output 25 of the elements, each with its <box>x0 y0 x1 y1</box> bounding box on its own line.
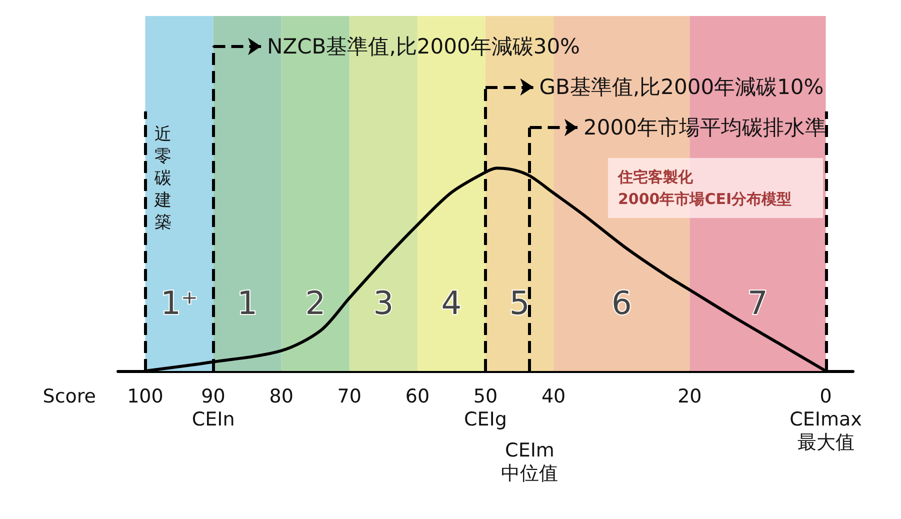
x-tick-label: 100 <box>127 386 164 408</box>
band-label: 5 <box>509 284 530 322</box>
x-tick-label: 20 <box>678 386 702 408</box>
annotation: 2000年市場CEI分布模型 <box>618 190 792 208</box>
x-tick-label: 60 <box>405 386 430 408</box>
text: CEIm 中位值 <box>501 440 558 484</box>
x-tick-label: 50 CEIg <box>464 386 507 430</box>
band-label: 1⁺ <box>160 284 198 322</box>
x-tick-label: 70 <box>337 386 362 408</box>
band-label: 6 <box>611 284 632 322</box>
band-label: 3 <box>373 284 394 322</box>
x-tick-label: 40 <box>541 386 566 408</box>
band-label: 7 <box>748 284 768 322</box>
x-tick-label: 80 <box>269 386 294 408</box>
ref-line-label: NZCB基準值,比2000年減碳30% <box>267 34 580 58</box>
x-axis-title: Score <box>42 386 96 408</box>
annotation: 住宅客製化 <box>617 168 694 186</box>
ref-line-label: 近零碳建築 <box>154 124 172 233</box>
x-tick-label: 0 CEImax 最大值 <box>790 386 862 454</box>
x-tick-label: 90 CEIn <box>192 386 235 430</box>
ref-line-label: GB基準值,比2000年減碳10% <box>539 75 824 99</box>
band-label: 1 <box>237 284 258 322</box>
band-label: 2 <box>305 284 326 322</box>
band-label: 4 <box>441 284 462 322</box>
ref-line-label: 2000年市場平均碳排水準 <box>584 116 826 140</box>
